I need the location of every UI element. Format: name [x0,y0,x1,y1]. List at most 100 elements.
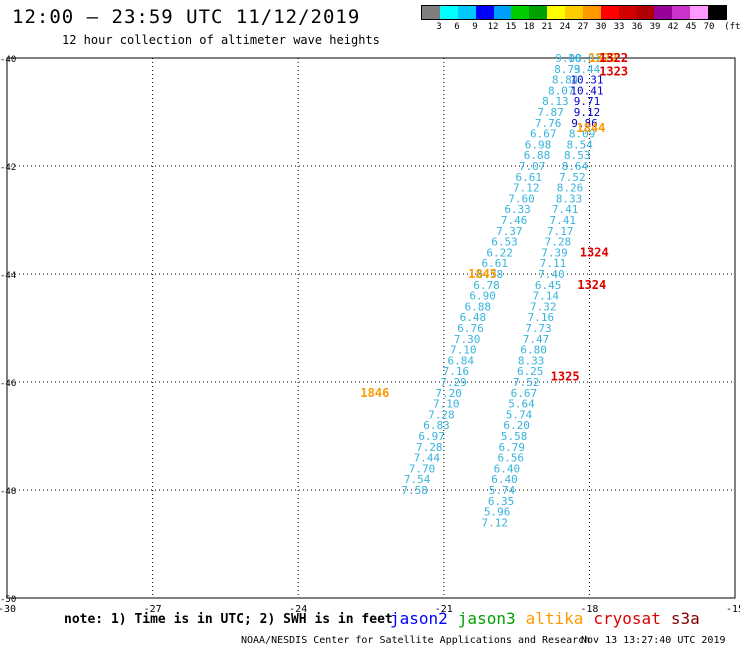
swh-value-jason3: 6.84 [448,354,475,367]
swh-value-jason3: 7.58 [401,484,428,497]
swh-value-cryosat: 1324 [580,245,609,259]
swh-value-jason3: 6.40 [494,462,521,475]
swh-value-jason3: 7.41 [549,214,576,227]
legend-label: 33 [613,22,625,32]
swh-value-jason3: 5.58 [501,430,528,443]
legend-unit: (ft) [724,22,740,32]
swh-value-jason3: 7.28 [416,441,443,454]
swh-value-jason3: 7.30 [454,333,481,346]
swh-value-jason3: 5.64 [508,398,535,411]
swh-value-jason3: 6.33 [504,203,531,216]
swh-value-jason3: 7.17 [547,225,574,238]
legend-swatch [475,6,494,19]
swh-value-jason3: 6.88 [524,149,551,162]
swh-value-jason2: 9.71 [574,95,601,108]
swh-value-altika: 1322 [589,51,618,65]
lon-tick-label: -21 [435,604,453,615]
lon-tick-label: -24 [289,604,307,615]
swh-value-jason3: 7.14 [532,290,559,303]
legend-label: 6 [454,22,460,32]
legend-swatch [565,6,583,19]
satellite-s3a: s3a [670,609,700,628]
swh-value-jason3: 6.79 [498,441,525,454]
swh-value-jason3: 8.09 [569,128,596,141]
swh-value-jason2: 10.41 [570,84,603,97]
swh-value-jason3: 7.76 [535,117,562,130]
legend-swatch [654,6,673,19]
legend-label: 9 [472,22,478,32]
satellite-cryosat: cryosat [593,609,661,628]
swh-value-jason3: 8.84 [552,74,579,87]
swh-value-jason3: 7.46 [501,214,528,227]
swh-value-jason3: 6.83 [423,419,450,432]
swh-value-jason3: 6.61 [515,171,542,184]
legend-swatch [672,6,691,19]
lat-tick-label: -46 [0,379,16,389]
legend-label: 39 [649,22,661,32]
swh-value-jason3: 6.35 [488,495,515,508]
wave-height-color-legend [421,5,727,20]
swh-value-cryosat: 1322 [599,51,628,65]
swh-value-jason3: 7.12 [482,516,509,529]
swh-value-jason3: 6.56 [498,452,525,465]
credit-line: NOAA/NESDIS Center for Satellite Applica… [241,635,591,646]
map-subtitle: 12 hour collection of altimeter wave hei… [62,33,380,47]
swh-value-altika: 1844 [576,121,605,135]
swh-value-altika: 1845 [468,267,497,281]
swh-value-jason3: 7.07 [519,160,546,173]
legend-swatch [547,6,565,19]
lon-tick-label: -18 [580,604,598,615]
legend-label: 15 [505,22,517,32]
legend-swatch [439,6,458,19]
swh-value-cryosat: 1323 [599,65,628,79]
swh-value-jason3: 7.20 [435,387,462,400]
swh-value-jason3: 7.40 [538,268,565,281]
swh-value-jason2: 9.12 [574,106,601,119]
swh-value-jason3: 8.26 [557,182,584,195]
swh-value-jason3: 6.90 [469,290,496,303]
lat-tick-label: -48 [0,487,16,497]
satellite-jason3: jason3 [457,609,516,628]
swh-value-jason3: 7.16 [528,311,555,324]
swh-value-jason3: 7.39 [541,246,568,259]
swh-value-jason3: 10.81 [568,52,601,65]
legend-label: 12 [487,22,499,32]
swh-value-jason3: 6.61 [482,257,509,270]
swh-value-jason3: 6.78 [473,279,500,292]
swh-value-jason3: 5.96 [484,506,511,519]
swh-value-jason3: 6.78 [477,268,504,281]
legend-swatch [600,6,619,19]
swh-value-jason3: 6.45 [535,279,562,292]
swh-value-jason3: 8.54 [566,138,593,151]
lat-tick-label: -44 [0,271,16,281]
swh-value-jason3: 6.80 [520,344,547,357]
swh-value-jason3: 8.07 [548,84,575,97]
swh-value-jason3: 7.44 [414,452,441,465]
swh-value-jason3: 8.53 [564,149,591,162]
swh-value-jason3: 5.74 [489,484,516,497]
legend-swatch [582,6,601,19]
swh-value-jason3: 7.29 [440,376,467,389]
legend-swatch [618,6,637,19]
lon-tick-label: -27 [144,604,162,615]
map-title: 12:00 — 23:59 UTC 11/12/2019 [12,6,361,28]
swh-value-jason3: 5.74 [506,408,533,421]
swh-value-jason3: 6.53 [491,236,518,249]
swh-value-cryosat: 1324 [577,278,606,292]
lat-tick-label: -40 [0,55,16,65]
swh-value-jason3: 7.52 [559,171,586,184]
swh-value-jason3: 6.67 [530,128,557,141]
swh-value-jason3: 9.44 [574,63,601,76]
footnote: note: 1) Time is in UTC; 2) SWH is in fe… [64,612,393,627]
swh-value-jason3: 7.12 [513,182,540,195]
swh-value-jason3: 6.88 [465,300,492,313]
lon-tick-label: -15 [726,604,740,615]
legend-label: 36 [631,22,643,32]
legend-label: 45 [685,22,697,32]
swh-value-jason2: 9.86 [571,117,598,130]
swh-value-jason3: 7.11 [540,257,567,270]
legend-label: 27 [577,22,589,32]
legend-swatch [493,6,512,19]
lon-tick-label: -30 [0,604,16,615]
